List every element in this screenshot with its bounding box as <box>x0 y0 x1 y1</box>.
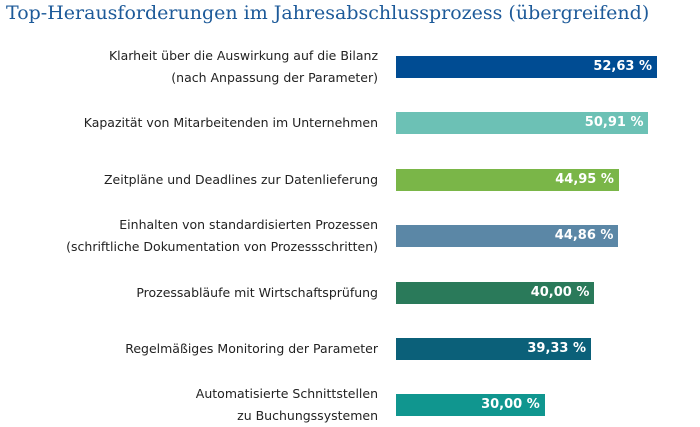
bar: 44,95 % <box>396 168 619 191</box>
value-label: 30,00 % <box>481 397 540 413</box>
bar: 50,91 % <box>396 112 649 135</box>
value-label: 40,00 % <box>530 284 590 300</box>
category-label: Automatisierte Schnittstellen zu Buchung… <box>195 386 378 424</box>
category-label: Regelmäßiges Monitoring der Parameter <box>125 341 378 356</box>
value-label: 39,33 % <box>527 341 587 356</box>
value-label: 50,91 % <box>584 115 644 131</box>
value-label: 44,95 % <box>555 171 614 187</box>
bar: 52,63 % <box>396 56 657 78</box>
bar: 44,86 % <box>396 225 619 248</box>
category-label: Zeitpläne und Deadlines zur Datenlieferu… <box>103 171 378 187</box>
category-label: Klarheit über die Auswirkung auf die Bil… <box>108 48 378 85</box>
bar: 40,00 % <box>396 281 595 304</box>
category-label: Prozessabläufe mit Wirtschaftsprüfung <box>136 284 378 300</box>
bar: 30,00 % <box>396 394 545 417</box>
value-label: 52,63 % <box>593 59 652 74</box>
value-label: 44,86 % <box>554 228 614 244</box>
bar: 39,33 % <box>396 338 592 360</box>
chart-title: Top-Herausforderungen im Jahresabschluss… <box>6 2 650 24</box>
category-label: Kapazität von Mitarbeitenden im Unterneh… <box>83 115 378 131</box>
category-label: Einhalten von standardisierten Prozessen… <box>66 217 378 255</box>
